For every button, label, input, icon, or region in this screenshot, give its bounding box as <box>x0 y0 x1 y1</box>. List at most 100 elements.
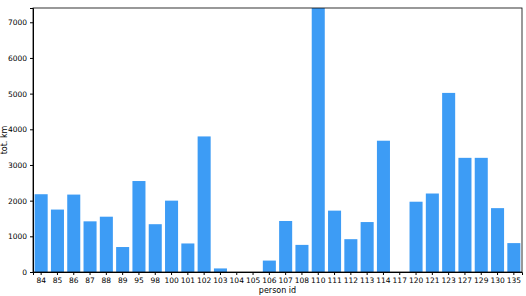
y-tick: 1000 <box>8 232 33 241</box>
x-tick: 120 <box>409 272 424 285</box>
x-tick-label: 89 <box>118 276 128 285</box>
y-tick-mark <box>30 22 33 23</box>
x-tick: 103 <box>213 272 228 285</box>
bar <box>279 221 292 272</box>
bar <box>84 221 97 272</box>
x-tick: 111 <box>327 272 342 285</box>
x-tick-label: 113 <box>360 276 375 285</box>
bar <box>100 217 113 272</box>
x-tick-label: 100 <box>164 276 179 285</box>
x-tick: 130 <box>490 272 505 285</box>
y-tick: 7000 <box>8 18 33 27</box>
x-tick-label: 111 <box>327 276 342 285</box>
bar <box>51 210 64 272</box>
x-tick: 135 <box>507 272 522 285</box>
x-tick: 105 <box>246 272 261 285</box>
bar <box>116 247 129 272</box>
x-tick: 102 <box>197 272 212 285</box>
x-tick-label: 85 <box>53 276 63 285</box>
bar <box>507 243 520 272</box>
x-tick: 114 <box>376 272 391 285</box>
y-tick-mark <box>30 236 33 237</box>
x-tick: 84 <box>36 272 46 285</box>
x-tick: 121 <box>425 272 440 285</box>
chart: 0100020003000400050006000700084858687888… <box>0 0 526 296</box>
y-axis: 0 1000 2000 3000 4000 5000 6000 7000 <box>8 9 34 277</box>
x-tick-label: 95 <box>134 276 144 285</box>
y-tick-label: 1000 <box>8 232 27 241</box>
x-tick: 112 <box>344 272 359 285</box>
y-tick: 5000 <box>8 90 33 99</box>
bar <box>67 195 80 272</box>
x-tick-label: 129 <box>474 276 489 285</box>
bar <box>344 239 357 272</box>
x-tick: 86 <box>69 272 79 285</box>
y-tick-label: 0 <box>22 268 27 277</box>
x-tick-label: 135 <box>507 276 522 285</box>
bar <box>214 268 227 272</box>
x-tick: 107 <box>278 272 293 285</box>
x-tick-label: 102 <box>197 276 212 285</box>
bars <box>35 8 521 272</box>
x-axis: 84 85 86 87 88 89 95 98 100101102103104105106107… <box>34 272 523 285</box>
y-tick-label: 7000 <box>8 18 27 27</box>
bar <box>165 201 178 272</box>
x-tick: 117 <box>393 272 408 285</box>
x-tick: 110 <box>311 272 326 285</box>
y-axis-title: tot. km <box>0 125 9 154</box>
x-tick-label: 121 <box>425 276 440 285</box>
x-tick-label: 120 <box>409 276 424 285</box>
x-tick: 89 <box>118 272 128 285</box>
x-tick: 108 <box>295 272 310 285</box>
plot: 0100020003000400050006000700084858687888… <box>8 8 523 285</box>
y-tick-label: 2000 <box>8 197 27 206</box>
x-tick-label: 123 <box>441 276 456 285</box>
x-tick: 100 <box>164 272 179 285</box>
y-tick-mark <box>30 58 33 59</box>
bar <box>377 141 390 272</box>
x-tick: 87 <box>85 272 95 285</box>
bar <box>458 158 471 272</box>
bar <box>491 208 504 272</box>
x-tick-label: 88 <box>102 276 112 285</box>
bar <box>442 93 455 272</box>
bar <box>328 211 341 272</box>
x-axis-title: person id <box>259 286 296 295</box>
y-tick-mark <box>30 201 33 202</box>
y-tick: 6000 <box>8 54 33 63</box>
x-tick-label: 84 <box>36 276 46 285</box>
bar <box>181 243 194 272</box>
y-tick-label: 4000 <box>8 125 27 134</box>
x-tick: 127 <box>458 272 473 285</box>
x-tick-label: 86 <box>69 276 79 285</box>
y-tick: 2000 <box>8 197 33 206</box>
x-tick-label: 103 <box>213 276 228 285</box>
x-tick: 85 <box>53 272 63 285</box>
y-tick-label: 6000 <box>8 54 27 63</box>
plot-frame <box>33 8 522 272</box>
y-tick: 3000 <box>8 161 33 170</box>
x-tick: 88 <box>102 272 112 285</box>
x-tick-label: 101 <box>181 276 196 285</box>
x-tick-label: 108 <box>295 276 310 285</box>
bar <box>475 158 488 272</box>
x-tick-label: 112 <box>344 276 359 285</box>
x-tick: 106 <box>262 272 277 285</box>
x-tick-label: 98 <box>150 276 160 285</box>
x-tick-label: 110 <box>311 276 326 285</box>
bar <box>410 202 423 272</box>
x-tick: 113 <box>360 272 375 285</box>
x-tick-label: 114 <box>376 276 391 285</box>
x-tick: 98 <box>150 272 160 285</box>
x-tick-label: 87 <box>85 276 95 285</box>
x-tick-label: 104 <box>230 276 245 285</box>
bar <box>312 8 325 272</box>
y-tick-mark <box>30 129 33 130</box>
bar <box>426 194 439 272</box>
y-tick-label: 3000 <box>8 161 27 170</box>
x-tick: 123 <box>441 272 456 285</box>
x-tick-label: 130 <box>490 276 505 285</box>
x-tick: 101 <box>181 272 196 285</box>
bar <box>132 181 145 272</box>
bar <box>361 222 374 272</box>
